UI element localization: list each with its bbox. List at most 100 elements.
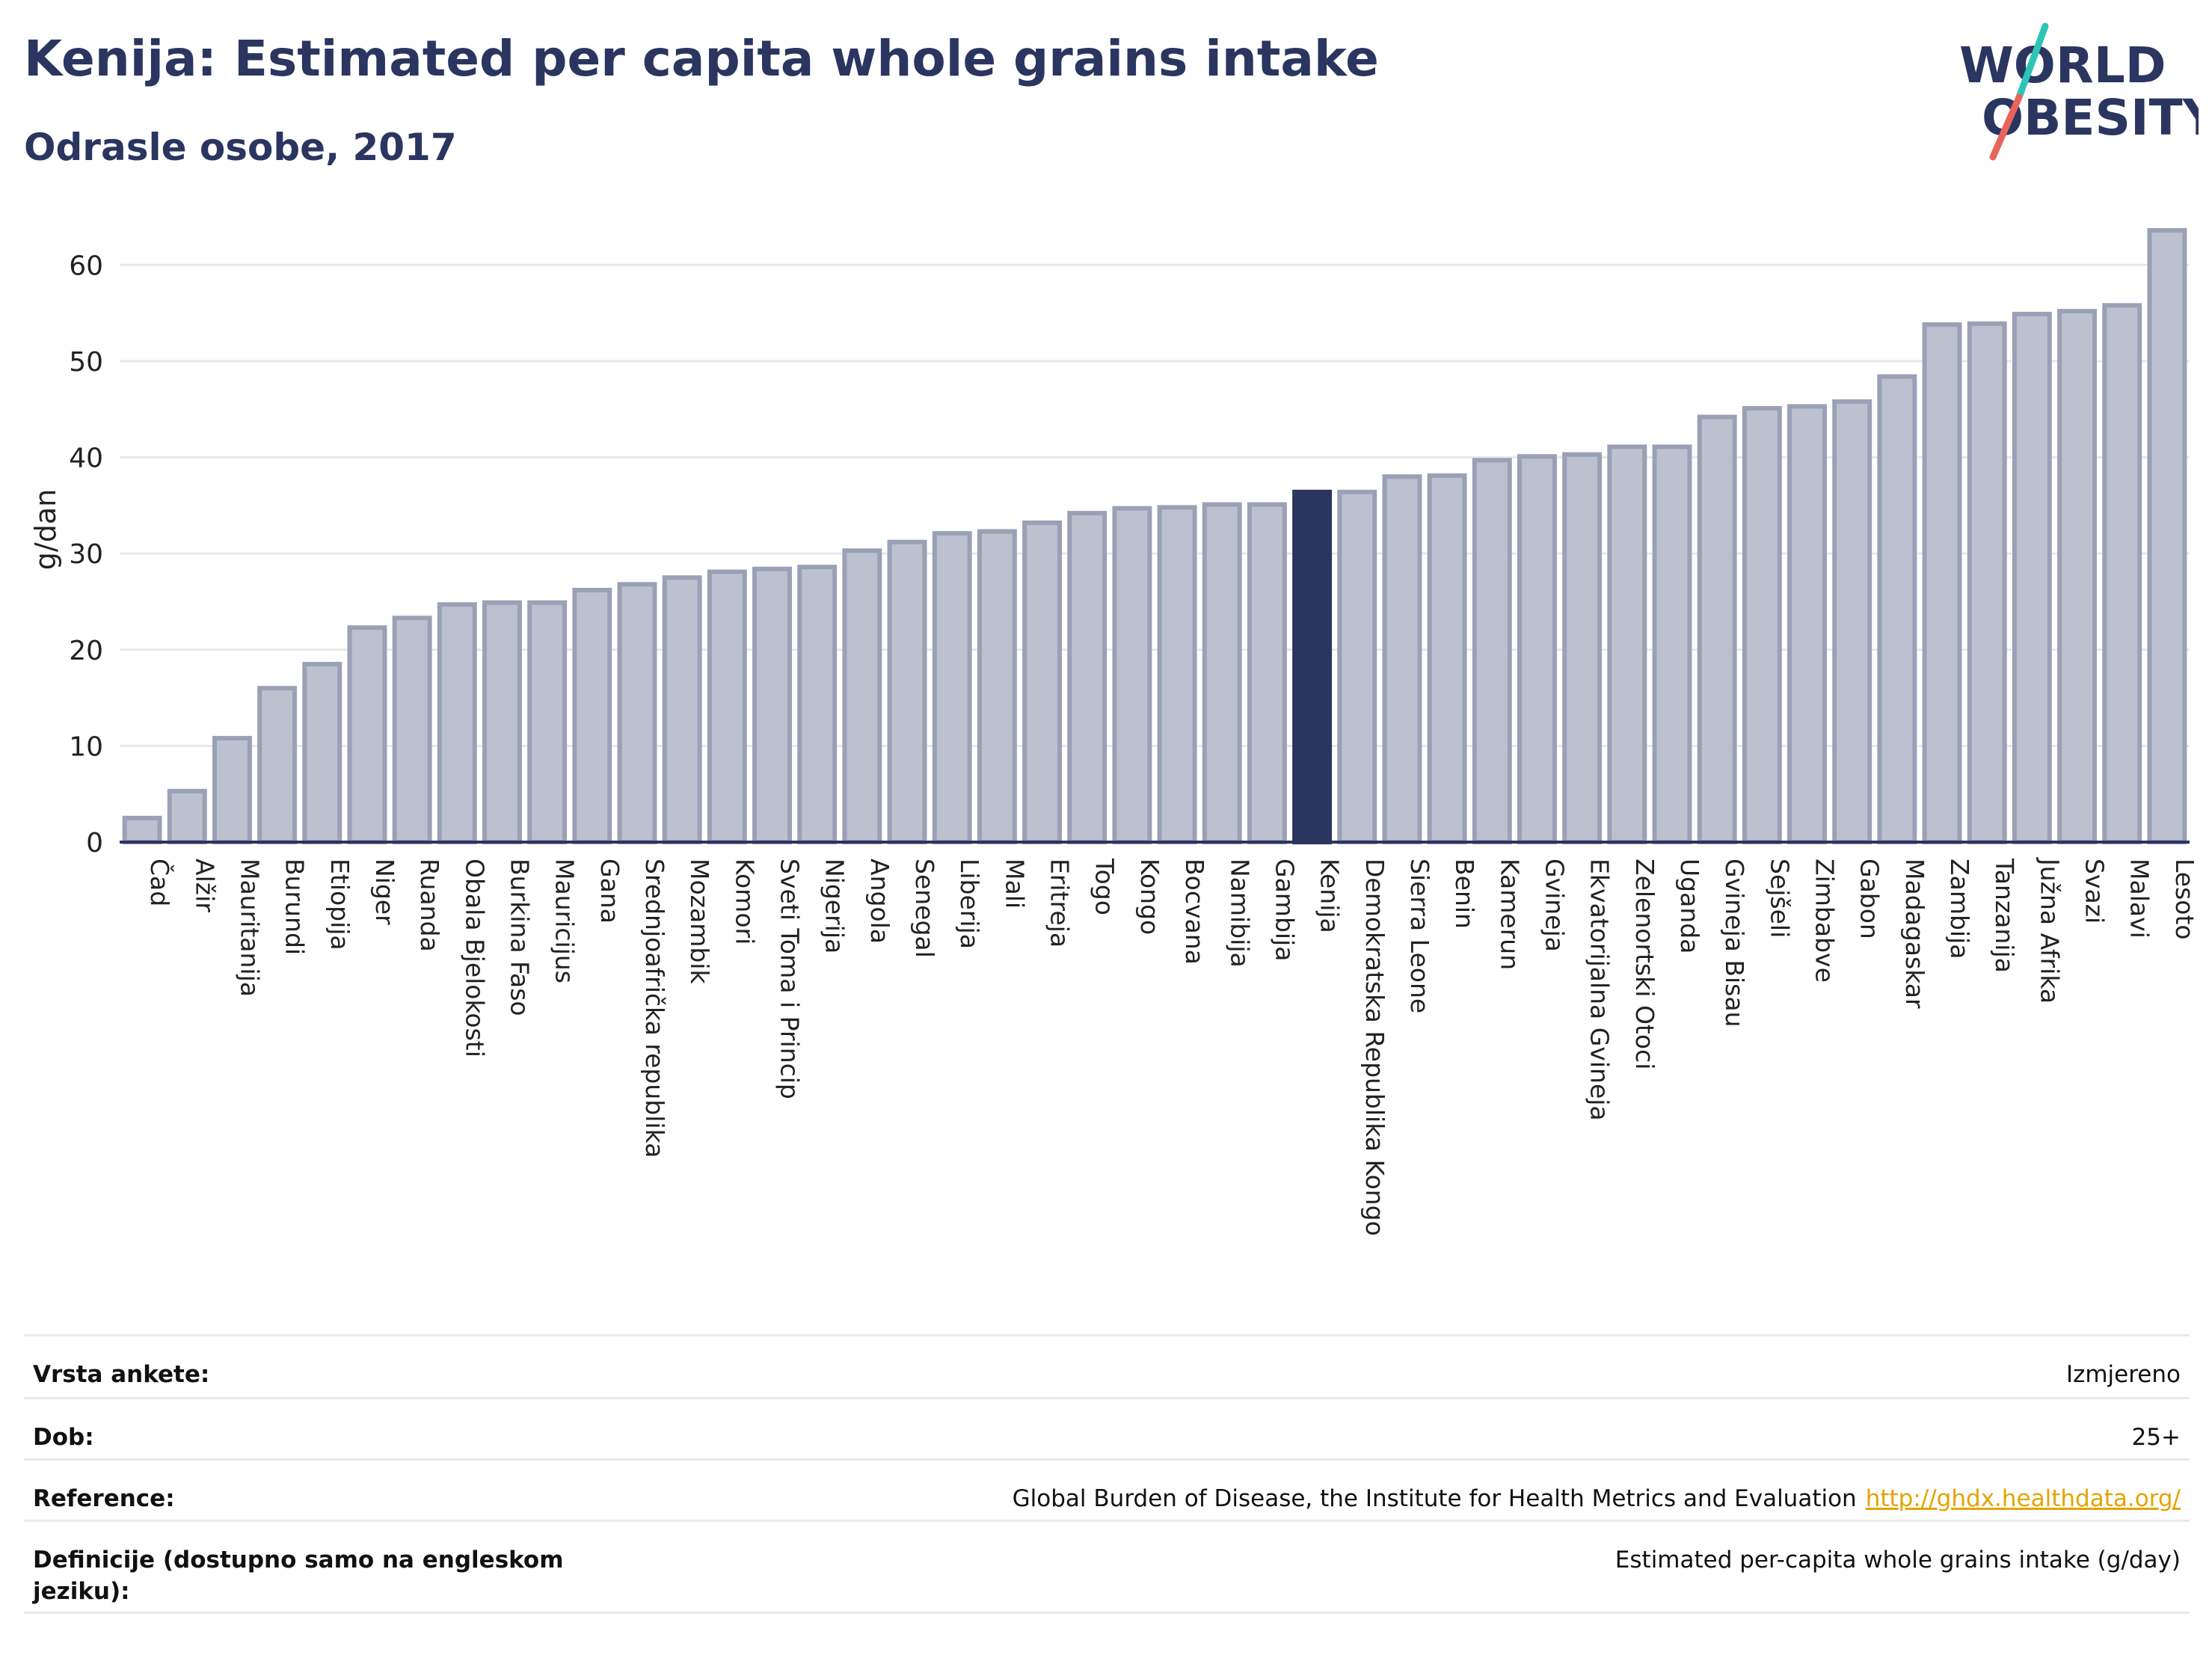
bar-mauricijus [527,600,568,844]
x-tick-label: Demokratska Republika Kongo [1360,859,1389,1236]
x-tick-label: Liberija [955,859,984,949]
bar-uganda [1652,444,1692,844]
x-tick-label: Zimbabve [1810,859,1840,983]
x-tick-label: Mauricijus [550,859,580,983]
bar-lesoto [2147,228,2187,844]
bar-demokratska-republika-kongo [1337,489,1377,845]
x-tick-label: Kamerun [1495,859,1524,970]
bar-mozambik [662,575,702,844]
meta-label: Reference: [33,1485,175,1512]
bar-gana [572,588,612,845]
y-tick-label: 40 [69,443,103,474]
x-tick-label: Ekvatorijalna Gvineja [1585,859,1615,1121]
bar-sveti-toma-i-princip [752,566,792,844]
bar-benin [1427,473,1467,845]
bar--ad [122,815,162,845]
x-tick-label: Zambija [1945,859,1974,959]
bar-srednjoafri-ka-republika [617,582,657,845]
bar-obala-bjelokosti [437,602,477,844]
logo-slash-teal [2015,22,2049,101]
bar-sej-eli [1742,405,1782,844]
x-tick-label: Mali [1000,859,1029,909]
axes: 0 10 20 30 40 50 60 g/dan [29,251,2190,859]
x-tick-label: Gvineja Bisau [1720,859,1749,1028]
logo-line1: WORLD [1959,37,2166,94]
bar-togo [1067,511,1107,844]
y-tick-label: 30 [69,539,103,570]
x-tick-label: Alžir [190,859,219,912]
metadata-table: Vrsta ankete: Izmjereno Dob: 25+ Reference: G… [24,1334,2190,1614]
bar-namibija [1202,502,1242,844]
bar-svazi [2057,309,2098,844]
category-labels: Čad Alžir Mauritanija Burundi Etiopija Niger R… [145,857,2199,1236]
x-tick-label: Sveti Toma i Princip [775,859,805,1099]
x-tick-label: Malavi [2125,859,2154,939]
meta-value-text: Global Burden of Disease, the Institute … [1012,1485,1857,1512]
bar-eritreja [1022,520,1063,845]
y-tick-label: 50 [69,347,103,378]
meta-row: Definicije (dostupno samo na engleskom j… [24,1520,2190,1614]
x-tick-label: Svazi [2080,859,2110,924]
x-tick-label: Togo [1090,858,1119,915]
x-tick-label: Tanzanija [1990,858,2019,973]
bar-senegal [887,539,927,844]
y-tick-label: 60 [69,251,103,281]
meta-label: Vrsta ankete: [33,1361,210,1388]
x-tick-label: Mozambik [685,859,714,984]
x-tick-label: Komori [730,859,759,945]
x-tick-label: Burundi [280,859,310,955]
x-tick-label: Gvineja [1540,859,1569,952]
x-tick-label: Nigerija [820,859,850,954]
bar-chart: 0 10 20 30 40 50 60 g/dan Čad Alžir Mauritanija Bu… [29,228,2199,1236]
x-tick-label: Eritreja [1045,859,1075,948]
meta-row: Vrsta ankete: Izmjereno [24,1334,2190,1397]
x-tick-label: Burkina Faso [505,859,534,1016]
meta-value-text: Izmjereno [2065,1361,2181,1388]
bar-gvineja-bisau [1697,414,1737,844]
x-tick-label: Ruanda [415,859,444,952]
bar-ekvatorijalna-gvineja [1562,452,1603,844]
x-tick-label: Kenija [1315,859,1345,933]
page-title: Kenija: Estimated per capita whole grain… [24,30,1379,87]
bar-zimbabve [1787,404,1827,844]
bar-ju-na-afrika [2012,311,2052,844]
x-tick-label: Čad [145,859,175,906]
bar-kongo [1112,506,1152,844]
x-tick-label: Niger [370,859,399,925]
bar-bocvana [1157,505,1197,844]
x-tick-label: Gambija [1270,859,1299,961]
bar-nigerija [797,565,838,844]
meta-label: Dob: [33,1424,94,1451]
x-tick-label: Obala Bjelokosti [460,859,489,1057]
bar-kamerun [1472,458,1512,844]
meta-value: Izmjereno [2066,1359,2181,1390]
x-tick-label: Namibija [1225,859,1254,968]
bar-burundi [257,686,298,845]
meta-value: Global Burden of Disease, the Institute … [1013,1483,2181,1514]
x-tick-label: Angola [865,859,894,944]
meta-row: Dob: 25+ [24,1397,2190,1458]
x-tick-label: Sejšeli [1765,859,1794,938]
bar-gambija [1247,502,1287,844]
reference-link[interactable]: http://ghdx.healthdata.org/ [1865,1485,2181,1512]
meta-value: 25+ [2132,1422,2181,1453]
bar-niger [347,625,387,844]
world-obesity-logo: WORLD OBESITY [1959,22,2199,161]
meta-label: Definicije (dostupno samo na engleskom j… [33,1547,564,1605]
bar-mali [977,529,1017,845]
y-tick-label: 10 [69,731,103,762]
meta-value: Estimated per-capita whole grains intake… [1615,1544,2181,1576]
x-tick-label: Lesoto [2170,859,2199,940]
bar-burkina-faso [482,600,522,844]
x-tick-label: Gana [595,859,624,924]
bar-kenija [1292,489,1333,845]
bar-madagaskar [1877,374,1917,844]
x-tick-label: Bocvana [1180,859,1209,965]
x-tick-label: Uganda [1675,859,1704,954]
meta-value-text: 25+ [2131,1424,2181,1451]
bar-gabon [1832,399,1872,844]
x-tick-label: Srednjoafrička republika [640,859,669,1158]
bar-al-ir [167,788,207,845]
x-tick-label: Mauritanija [235,859,264,997]
x-tick-label: Sierra Leone [1405,859,1434,1013]
